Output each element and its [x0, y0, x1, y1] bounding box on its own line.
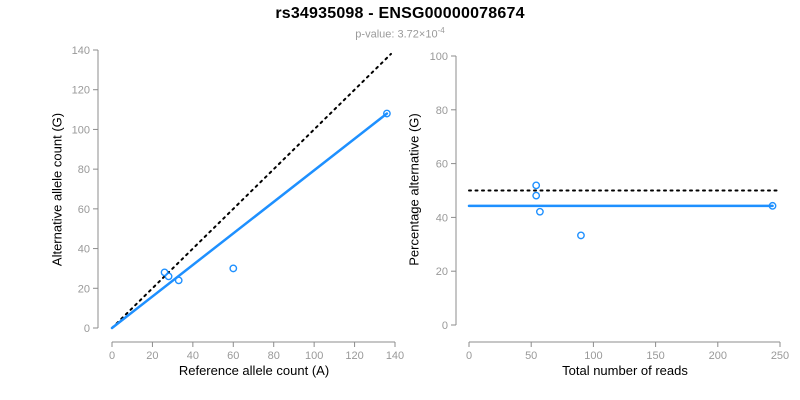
x-tick-label: 0	[109, 350, 115, 362]
x-tick-label: 120	[345, 350, 363, 362]
x-tick-label: 50	[525, 350, 537, 362]
fit-line	[110, 112, 389, 330]
x-tick-label: 60	[227, 350, 239, 362]
data-point	[164, 272, 173, 281]
x-tick-label: 40	[187, 350, 199, 362]
data-point	[577, 231, 585, 240]
data-point	[160, 268, 169, 277]
y-tick-label: 80	[78, 164, 90, 176]
y-tick-label: 40	[78, 244, 90, 256]
y-tick-label: 100	[72, 124, 90, 136]
pvalue-text: p-value: 3.72×10	[355, 28, 438, 41]
left-x-axis-title: Reference allele count (A)	[178, 363, 330, 378]
data-point	[768, 201, 777, 210]
x-tick-label: 20	[146, 350, 158, 362]
data-points	[532, 181, 777, 240]
x-axis: 0 50 100 150 200 250	[466, 341, 789, 362]
y-tick-label: 60	[78, 204, 90, 216]
right-x-axis-title: Total number of reads	[562, 363, 688, 378]
x-tick-label: 250	[771, 350, 789, 362]
data-point	[174, 276, 183, 285]
y-tick-label: 20	[78, 283, 90, 295]
data-point	[229, 264, 238, 273]
y-tick-label: 100	[430, 51, 448, 63]
y-tick-label: 60	[436, 159, 448, 171]
data-point	[532, 191, 541, 200]
identity-line	[111, 52, 392, 329]
percentage-vs-reads-panel: 0 50 100 150 200 250 0 20 40 60 80 100	[430, 51, 790, 362]
x-tick-label: 0	[466, 350, 472, 362]
y-tick-label: 140	[72, 45, 90, 57]
left-y-axis-title: Alternative allele count (G)	[49, 112, 65, 267]
x-tick-label: 200	[709, 350, 727, 362]
plot-title: rs34935098 - ENSG00000078674	[275, 5, 525, 22]
y-tick-label: 0	[442, 320, 448, 332]
data-point	[532, 181, 541, 190]
x-tick-label: 150	[646, 350, 664, 362]
x-tick-label: 100	[584, 350, 602, 362]
data-points	[160, 109, 391, 285]
allele-counts-panel: 0 20 40 60 80 100 120 140 0 20 40 60 80 100 120 140	[72, 45, 405, 362]
plot-subtitle: p-value: 3.72×10-4	[0, 26, 800, 41]
y-tick-label: 40	[436, 212, 448, 224]
x-tick-label: 80	[268, 350, 280, 362]
y-tick-label: 20	[436, 266, 448, 278]
pvalue-exponent: -4	[437, 26, 445, 35]
y-tick-label: 80	[436, 105, 448, 117]
data-point	[383, 109, 391, 118]
x-tick-label: 100	[305, 350, 323, 362]
x-axis: 0 20 40 60 80 100 120 140	[109, 341, 404, 362]
y-tick-label: 120	[72, 85, 90, 97]
y-tick-label: 0	[84, 323, 90, 335]
x-tick-label: 140	[386, 350, 404, 362]
right-y-axis-title: Percentage alternative (G)	[406, 113, 422, 266]
y-axis: 0 20 40 60 80 100	[430, 51, 457, 332]
data-point	[536, 207, 544, 216]
y-axis: 0 20 40 60 80 100 120 140	[72, 45, 99, 335]
